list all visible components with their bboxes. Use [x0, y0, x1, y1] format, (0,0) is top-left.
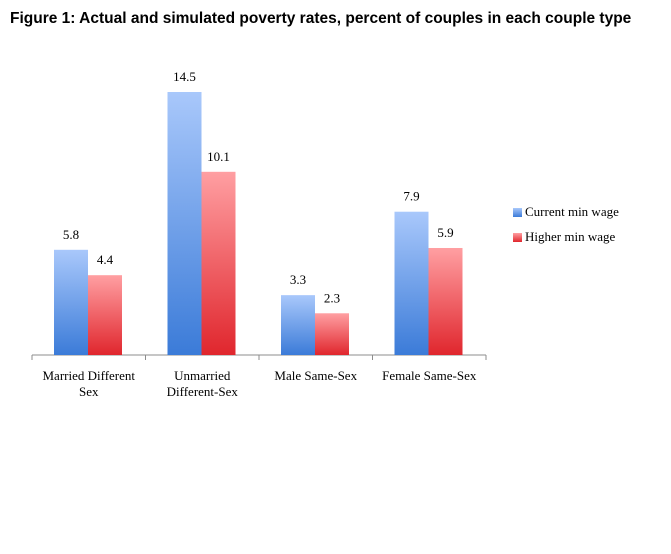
data-label: 4.4: [97, 252, 114, 267]
x-tick-label: Sex: [79, 384, 99, 399]
legend-swatch: [513, 233, 522, 242]
bar: [201, 171, 236, 355]
x-tick-label: Different-Sex: [167, 384, 239, 399]
legend-label: Higher min wage: [525, 229, 615, 244]
data-label: 5.8: [63, 227, 79, 242]
bar: [54, 249, 88, 355]
data-label: 14.5: [173, 69, 196, 84]
data-label: 10.1: [207, 149, 230, 164]
data-label: 3.3: [290, 272, 306, 287]
bar: [394, 211, 429, 355]
x-tick-label: Female Same-Sex: [382, 368, 477, 383]
bar: [281, 295, 315, 355]
bar: [88, 275, 122, 355]
bar: [167, 92, 202, 355]
x-tick-label: Married Different: [42, 368, 135, 383]
data-label: 2.3: [324, 290, 340, 305]
bar: [315, 313, 349, 355]
data-label: 5.9: [437, 225, 453, 240]
x-tick-label: Unmarried: [174, 368, 231, 383]
bar: [428, 247, 463, 355]
data-label: 7.9: [403, 189, 419, 204]
chart-title: Figure 1: Actual and simulated poverty r…: [10, 10, 632, 27]
legend-swatch: [513, 208, 522, 217]
x-tick-label: Male Same-Sex: [274, 368, 357, 383]
legend-label: Current min wage: [525, 204, 619, 219]
